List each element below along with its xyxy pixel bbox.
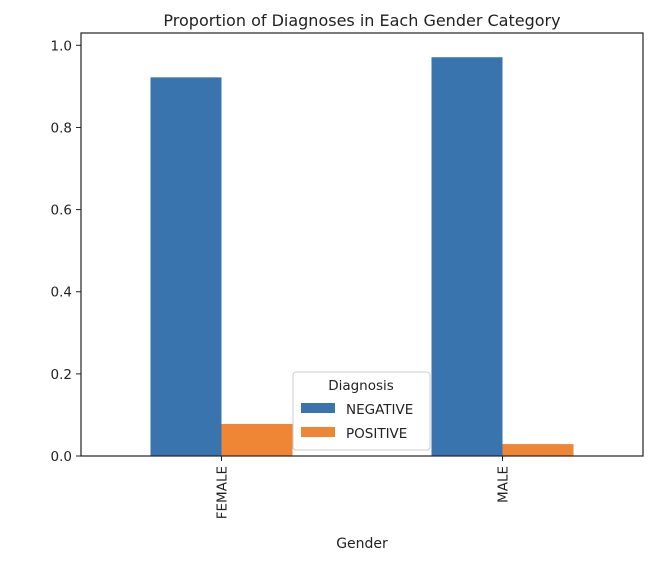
legend: Diagnosis NEGATIVE POSITIVE bbox=[292, 371, 431, 451]
legend-title: Diagnosis bbox=[328, 378, 394, 394]
y-tick-label: 0.6 bbox=[51, 203, 72, 219]
bar-female-negative bbox=[150, 77, 222, 457]
x-tick-label: FEMALE bbox=[215, 466, 231, 519]
y-tick-label: 0.2 bbox=[51, 367, 72, 383]
bar-female-positive bbox=[221, 423, 293, 456]
chart-title: Proportion of Diagnoses in Each Gender C… bbox=[163, 11, 560, 30]
plot-frame bbox=[80, 32, 644, 457]
legend-swatch-negative bbox=[301, 403, 335, 413]
bar-male-negative bbox=[431, 57, 503, 456]
y-tick-label: 0.0 bbox=[51, 449, 72, 465]
bar-male-positive bbox=[502, 444, 574, 456]
x-tick-label: MALE bbox=[496, 466, 512, 503]
x-axis-label: Gender bbox=[336, 536, 388, 552]
legend-swatch-positive bbox=[301, 427, 335, 437]
legend-label-positive: POSITIVE bbox=[346, 426, 407, 442]
y-tick-label: 0.4 bbox=[51, 285, 72, 301]
y-tick-label: 1.0 bbox=[51, 38, 72, 54]
legend-label-negative: NEGATIVE bbox=[346, 402, 413, 418]
y-tick-label: 0.8 bbox=[51, 120, 72, 136]
